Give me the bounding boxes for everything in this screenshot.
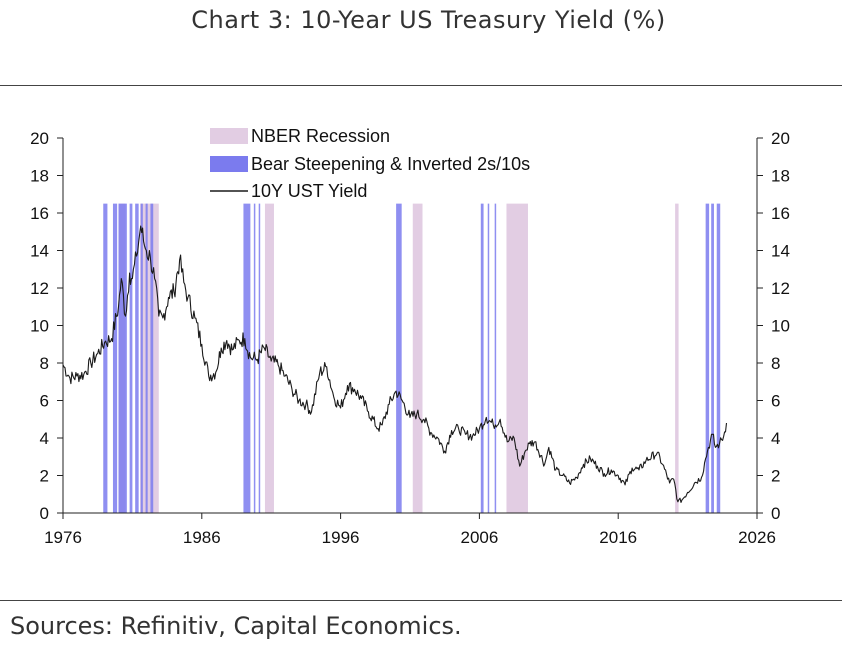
x-tick-label-0: 1976 <box>44 528 82 547</box>
recession-band-4 <box>506 203 528 513</box>
x-tick-label-2: 1996 <box>322 528 360 547</box>
yield-line-group <box>62 225 728 503</box>
y-tick-label-left-8: 16 <box>30 204 49 223</box>
y-tick-label-right-6: 12 <box>771 279 790 298</box>
legend-swatch-bear <box>210 156 248 172</box>
y-tick-label-right-3: 6 <box>771 392 780 411</box>
legend: NBER Recession Bear Steepening & Inverte… <box>210 126 530 201</box>
x-tick-label-5: 2026 <box>738 528 776 547</box>
bear-steepening-band-7 <box>150 203 154 513</box>
y-tick-label-right-1: 2 <box>771 467 780 486</box>
y-tick-label-left-6: 12 <box>30 279 49 298</box>
bear-steepening-band-1 <box>112 203 118 513</box>
y-tick-label-right-4: 8 <box>771 354 780 373</box>
recession-band-5 <box>675 203 679 513</box>
chart-title: Chart 3: 10-Year US Treasury Yield (%) <box>191 6 666 34</box>
y-tick-label-left-10: 20 <box>30 129 49 148</box>
y-tick-label-left-1: 2 <box>40 467 49 486</box>
axes-group: 0 0 2 2 4 4 6 6 8 8 10 10 12 12 14 14 16 16 18 18 20 20 1976 19… <box>30 129 790 547</box>
recession-band-3 <box>412 203 423 513</box>
x-tick-label-3: 2006 <box>460 528 498 547</box>
y-tick-label-left-2: 4 <box>40 429 49 448</box>
y-tick-label-right-7: 14 <box>771 242 790 261</box>
y-tick-label-right-8: 16 <box>771 204 790 223</box>
bear-steepening-band-9 <box>253 203 256 513</box>
chart: 0 0 2 2 4 4 6 6 8 8 10 10 12 12 14 14 16 16 18 18 20 20 1976 19… <box>30 126 790 547</box>
recession-band-1 <box>140 203 159 513</box>
legend-label-recession: NBER Recession <box>251 126 390 146</box>
bear-steepening-band-6 <box>145 203 148 513</box>
bottom-divider <box>0 600 842 601</box>
recession-band-2 <box>264 203 274 513</box>
y-tick-label-left-3: 6 <box>40 392 49 411</box>
bear-steepening-band-13 <box>487 203 490 513</box>
bear-steepening-band-15 <box>705 203 710 513</box>
bear-steepening-band-17 <box>716 203 721 513</box>
y-tick-label-left-4: 8 <box>40 354 49 373</box>
y-tick-label-right-0: 0 <box>771 504 780 523</box>
bear-steepening-band-10 <box>258 203 261 513</box>
bear-steepening-band-5 <box>140 203 143 513</box>
y-tick-label-left-9: 18 <box>30 167 49 186</box>
bear-steepening-group <box>103 203 721 513</box>
bear-steepening-band-4 <box>135 203 139 513</box>
bear-steepening-band-0 <box>103 203 108 513</box>
y-tick-label-right-10: 20 <box>771 129 790 148</box>
bear-steepening-band-12 <box>480 203 484 513</box>
bear-steepening-band-16 <box>711 203 714 513</box>
legend-swatch-recession <box>210 128 248 144</box>
y-tick-label-right-2: 4 <box>771 429 780 448</box>
bear-steepening-band-14 <box>494 203 497 513</box>
bear-steepening-band-2 <box>118 203 127 513</box>
x-tick-label-4: 2016 <box>599 528 637 547</box>
y-tick-label-right-9: 18 <box>771 167 790 186</box>
y-tick-label-right-5: 10 <box>771 317 790 336</box>
legend-label-bear: Bear Steepening & Inverted 2s/10s <box>251 154 530 174</box>
source-note: Sources: Refinitiv, Capital Economics. <box>10 612 462 640</box>
x-tick-label-1: 1986 <box>183 528 221 547</box>
top-divider <box>0 85 842 86</box>
bear-steepening-band-11 <box>396 203 402 513</box>
y-tick-label-left-5: 10 <box>30 317 49 336</box>
legend-label-line: 10Y UST Yield <box>251 181 367 201</box>
y-tick-label-left-0: 0 <box>40 504 49 523</box>
yield-line <box>62 225 728 503</box>
y-tick-label-left-7: 14 <box>30 242 49 261</box>
bear-steepening-band-8 <box>243 203 251 513</box>
bear-steepening-band-3 <box>129 203 133 513</box>
